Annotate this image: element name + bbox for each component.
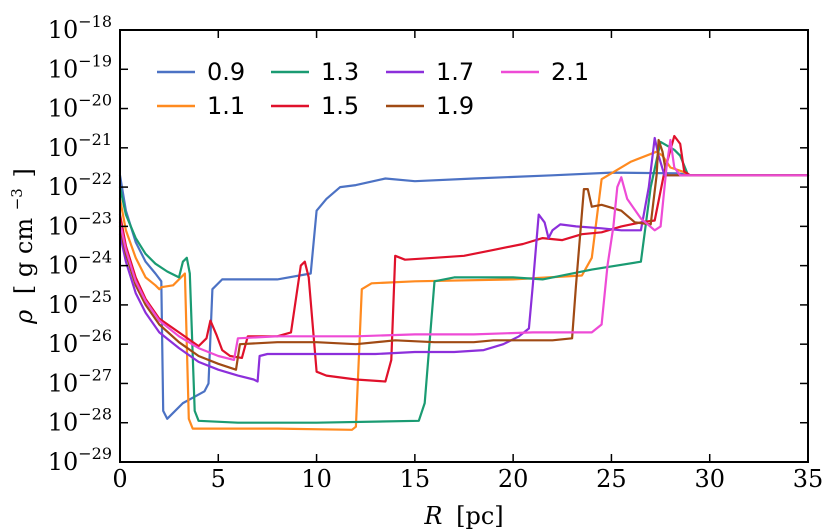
y-tick-label: 10−22 [48,169,112,201]
y-axis-label-close: ] [10,168,38,177]
y-tick-label: 10−21 [48,130,112,162]
y-tick-label: 10−28 [48,405,112,437]
y-tick-label: 10−23 [48,208,112,240]
legend-label-2-1: 2.1 [551,58,589,86]
x-axis-label-unit: [pc] [456,502,504,530]
x-tick-label: 35 [793,465,824,493]
legend-label-1-5: 1.5 [321,92,359,120]
x-axis-label: R [pc] [423,502,503,530]
x-tick-label: 5 [211,465,226,493]
x-axis-label-symbol: R [423,502,442,530]
y-axis-label: ρ [ g cm −3 ] [0,168,38,325]
plot-area [120,30,808,462]
y-tick-label: 10−27 [48,365,112,397]
y-tick-label: 10−19 [48,51,112,83]
y-axis-label-symbol: ρ [10,310,38,325]
x-tick-label: 0 [112,465,127,493]
y-tick-label: 10−24 [48,248,112,280]
plot-frame [119,29,809,463]
y-tick-label: 10−25 [48,287,112,319]
x-tick-label: 15 [400,465,431,493]
y-tick-label: 10−18 [48,12,112,44]
y-tick-label: 10−20 [48,91,112,123]
y-axis-ticks: 10−18 10−19 10−20 10−21 10−22 10−23 10−24 10−25… [48,12,808,476]
x-tick-label: 25 [596,465,627,493]
legend-label-1-9: 1.9 [436,92,474,120]
x-tick-label: 30 [694,465,725,493]
series-line-1-7 [118,136,810,383]
y-tick-label: 10−26 [48,326,112,358]
series-layer [118,134,810,431]
series-line-2-1 [118,138,810,361]
legend-label-1-1: 1.1 [207,92,245,120]
x-tick-label: 20 [498,465,529,493]
legend-label-0-9: 0.9 [207,58,245,86]
series-line-1-3 [118,140,810,424]
legend-label-1-3: 1.3 [321,58,359,86]
y-tick-label: 10−29 [48,444,112,476]
x-tick-label: 10 [301,465,332,493]
legend: 0.9 1.3 1.7 2.1 1.1 1.5 1.9 [157,58,589,120]
y-axis-label-unit: [ g cm [10,218,38,294]
legend-label-1-7: 1.7 [436,58,474,86]
x-axis-ticks: 0 5 10 15 20 25 30 35 [112,30,823,493]
series-line-0-9 [118,171,810,420]
y-axis-label-unit-exponent: −3 [8,188,26,210]
